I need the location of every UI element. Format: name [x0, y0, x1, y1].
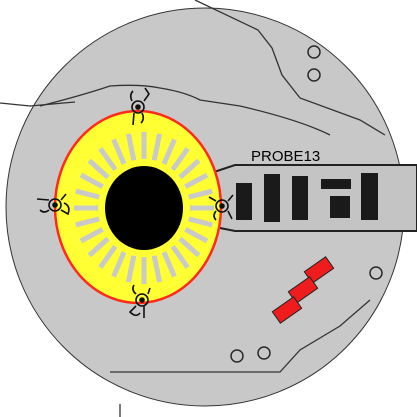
sensor-core [105, 166, 183, 250]
probe-label: PROBE13 [251, 148, 320, 165]
connector-blocks [236, 173, 378, 222]
sensor-ray [178, 158, 201, 180]
sensor-ray [75, 216, 100, 228]
red-indicators [271, 256, 335, 324]
sensor-ray [161, 138, 177, 165]
sensor-ray [87, 236, 110, 258]
sensor-ray [75, 188, 100, 200]
sensor-ray [178, 236, 201, 258]
clip-connector-left-icon [36, 193, 70, 216]
connector-block-1 [236, 183, 252, 220]
sensor-ray [161, 251, 177, 278]
sensor-ray [184, 172, 209, 189]
connector-block-5 [361, 173, 378, 220]
sensor-ray [111, 251, 127, 278]
connector-block-4 [321, 179, 351, 218]
trace-lines [0, 0, 386, 417]
trace-lower-right [110, 299, 371, 373]
sensor-ray [170, 147, 190, 172]
hole-lower-1-icon [230, 349, 244, 363]
sensor-ray [79, 227, 104, 244]
clip-connector-top-icon [129, 87, 150, 126]
sensor-ray [184, 227, 209, 244]
sensor-ray [98, 244, 118, 269]
hole-lower-2-icon [257, 346, 271, 360]
sensor-ray [188, 216, 213, 228]
sensor-ray [151, 133, 163, 161]
sensor-ray [87, 158, 110, 180]
sensor-ray [111, 138, 127, 165]
hole-upper-1-icon [307, 45, 321, 59]
indicator-3 [271, 296, 303, 324]
connector-block-3 [292, 176, 308, 220]
sensor-ray [79, 172, 104, 189]
sensor-ray [170, 244, 190, 269]
mounting-holes [230, 45, 383, 363]
clip-connector-bottom-icon [128, 284, 151, 318]
trace-upper-arc [39, 84, 331, 136]
trace-left-horizontal [0, 101, 76, 107]
sensor-ray [151, 255, 163, 283]
sensor-ray [98, 147, 118, 172]
sensor-ray [125, 133, 137, 161]
sensor-ray [125, 255, 137, 283]
clip-connector-right-icon [208, 194, 234, 221]
sensor-ray [188, 188, 213, 200]
hole-upper-2-icon [307, 68, 321, 82]
sensor-rays [74, 132, 214, 284]
connector-block-2 [264, 174, 280, 222]
hole-right-icon [369, 266, 383, 280]
trace-top-right [194, 0, 386, 136]
